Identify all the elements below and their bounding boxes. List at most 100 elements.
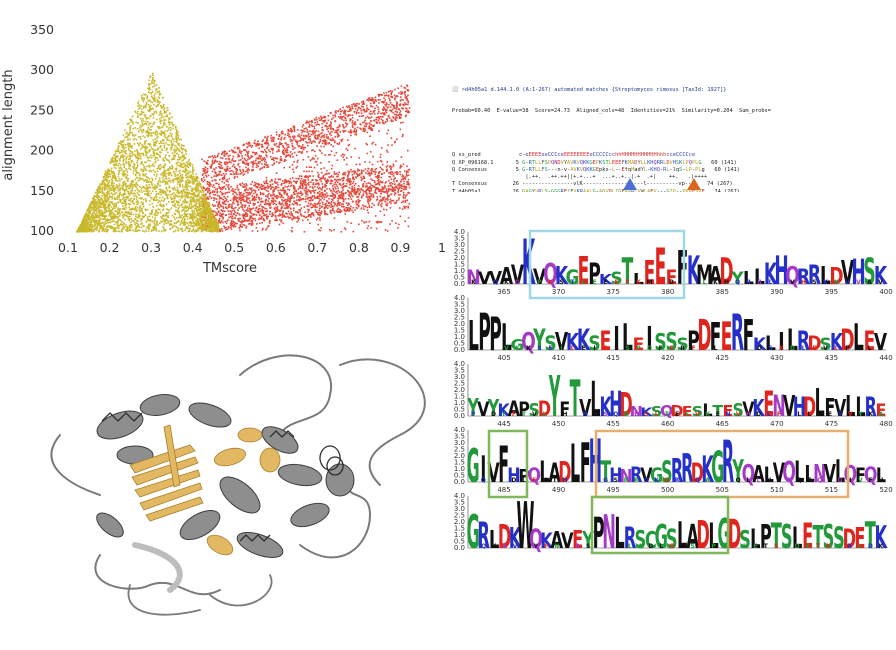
scatter-point-red [394, 177, 396, 179]
scatter-point-red [317, 202, 320, 204]
scatter-point-red [253, 189, 255, 191]
scatter-point-red [369, 135, 371, 137]
scatter-point-red [375, 176, 377, 178]
scatter-point-red [318, 198, 321, 200]
scatter-point-yellow [181, 163, 184, 166]
scatter-point-yellow [170, 147, 172, 149]
scatter-point-yellow [95, 216, 97, 219]
scatter-point-yellow [141, 111, 144, 114]
scatter-point-yellow [123, 196, 125, 199]
scatter-point-red [354, 188, 356, 191]
scatter-point-yellow [199, 203, 201, 205]
scatter-point-red [304, 216, 307, 219]
scatter-point-red [271, 152, 274, 154]
scatter-point-yellow [151, 165, 153, 167]
scatter-point-red [286, 205, 289, 208]
scatter-point-yellow [109, 213, 111, 215]
scatter-point-yellow [178, 144, 180, 147]
scatter-point-red [307, 177, 310, 179]
scatter-point-yellow [177, 189, 180, 191]
scatter-point-red [318, 119, 321, 122]
scatter-point-red [259, 143, 261, 146]
scatter-point-red [303, 137, 305, 140]
scatter-point-yellow [102, 192, 104, 194]
scatter-point-yellow [212, 226, 214, 229]
scatter-point-red [238, 220, 240, 222]
scatter-point-red [262, 217, 265, 220]
scatter-point-red [277, 215, 280, 217]
scatter-point-red [358, 169, 360, 172]
scatter-point-red [337, 202, 340, 205]
scatter-point-red [406, 199, 408, 202]
scatter-point-red [232, 226, 235, 228]
scatter-point-red [265, 164, 267, 166]
scatter-point-red [289, 154, 292, 157]
scatter-point-red [400, 183, 403, 186]
scatter-point-red [258, 197, 261, 199]
scatter-point-yellow [179, 175, 181, 178]
scatter-point-red [395, 117, 397, 119]
scatter-point-red [287, 146, 290, 148]
scatter-point-yellow [112, 156, 114, 159]
scatter-point-red [254, 183, 257, 186]
scatter-point-red [352, 103, 355, 105]
scatter-point-red [244, 159, 247, 161]
scatter-point-red [277, 196, 280, 198]
scatter-point-yellow [127, 187, 130, 189]
scatter-point-red [393, 105, 396, 107]
scatter-point-red [336, 211, 339, 213]
scatter-point-red [211, 155, 214, 157]
scatter-point-red [295, 141, 297, 143]
scatter-point-red [281, 130, 284, 133]
scatter-point-red [380, 168, 383, 170]
scatter-point-red [348, 108, 351, 111]
scatter-point-red [240, 192, 242, 194]
scatter-point-red [333, 154, 336, 157]
scatter-point-red [323, 178, 326, 181]
scatter-point-yellow [170, 143, 173, 145]
scatter-point-red [247, 198, 250, 200]
scatter-point-red [251, 230, 254, 232]
scatter-point-yellow [164, 111, 167, 114]
scatter-point-red [276, 195, 279, 197]
scatter-point-red [307, 134, 310, 136]
scatter-point-red [306, 197, 309, 200]
scatter-point-red [380, 94, 382, 96]
scatter-point-red [333, 140, 336, 142]
scatter-point-red [233, 221, 236, 224]
scatter-point-red [298, 199, 301, 202]
scatter-point-red [324, 210, 326, 212]
scatter-point-red [284, 149, 287, 152]
scatter-point-yellow [183, 194, 186, 197]
scatter-point-red [375, 171, 377, 173]
scatter-point-red [296, 196, 298, 198]
scatter-point-red [305, 135, 307, 137]
scatter-point-red [358, 106, 360, 109]
scatter-point-yellow [192, 176, 195, 178]
scatter-point-red [244, 189, 246, 191]
scatter-point-yellow [148, 149, 150, 151]
scatter-point-yellow [156, 170, 159, 172]
scatter-point-red [284, 179, 286, 182]
scatter-point-yellow [201, 204, 204, 207]
scatter-point-red [319, 205, 321, 207]
scatter-point-red [404, 102, 406, 104]
scatter-point-red [395, 108, 398, 111]
scatter-point-red [314, 205, 316, 208]
scatter-point-yellow [153, 154, 156, 156]
scatter-point-red [213, 162, 216, 164]
scatter-point-red [362, 130, 365, 132]
scatter-point-red [283, 214, 285, 217]
scatter-point-red [396, 187, 398, 189]
scatter-point-red [398, 92, 400, 94]
scatter-point-yellow [165, 142, 167, 144]
scatter-point-red [279, 196, 282, 199]
scatter-point-red [349, 183, 351, 186]
scatter-point-red [266, 147, 268, 150]
scatter-point-red [324, 143, 327, 145]
scatter-point-red [320, 192, 323, 194]
scatter-point-red [344, 112, 346, 115]
scatter-point-red [237, 188, 240, 191]
scatter-point-red [279, 189, 282, 191]
scatter-point-red [286, 149, 289, 152]
